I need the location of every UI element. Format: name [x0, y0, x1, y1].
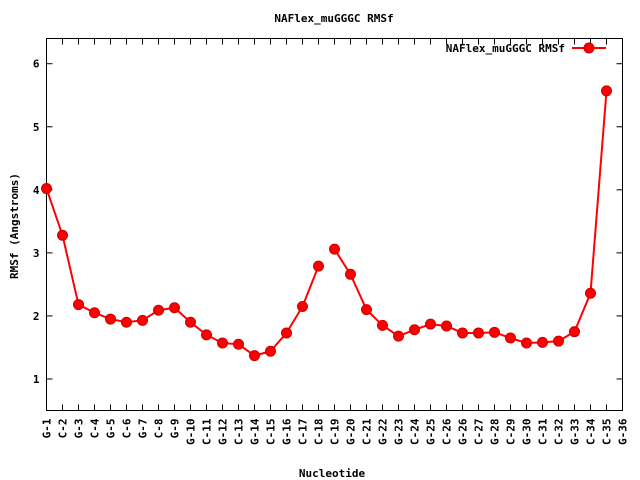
data-point — [569, 326, 580, 338]
data-point — [249, 350, 260, 362]
plot-frame — [46, 38, 623, 411]
data-point — [441, 320, 452, 332]
x-tick-label: C-15 — [265, 419, 278, 446]
rmsf-series — [41, 85, 612, 362]
y-axis: 1 2 3 4 5 6 — [33, 58, 623, 386]
y-tick-label: 2 — [33, 310, 40, 323]
x-tick-label: G-10 — [185, 419, 198, 446]
x-tick-label: G-16 — [281, 418, 294, 445]
data-point — [41, 183, 52, 195]
legend-label: NAFlex_muGGGC RMSf — [446, 42, 565, 55]
x-tick-label: C-21 — [361, 418, 374, 445]
x-tick-label: C-27 — [473, 419, 486, 446]
x-tick-label: G-26 — [457, 418, 470, 445]
data-point — [265, 345, 276, 357]
x-axis: G-1 C-2 G-3 C-4 G-5 C-6 G-7 C-8 G-9 G-10 C-11 G-12 C… — [41, 38, 630, 446]
x-tick-label: G-36 — [617, 418, 630, 445]
legend: NAFlex_muGGGC RMSf — [446, 42, 606, 55]
x-tick-label: C-19 — [329, 419, 342, 446]
x-tick-label: G-33 — [569, 419, 582, 446]
x-tick-label: C-31 — [537, 418, 550, 445]
x-tick-label: G-30 — [521, 419, 534, 446]
data-point — [89, 307, 100, 319]
chart-title: NAFlex_muGGGC RMSf — [274, 12, 393, 25]
y-tick-label: 6 — [33, 58, 40, 71]
data-point — [105, 313, 116, 325]
x-tick-label: C-18 — [313, 419, 326, 446]
x-tick-label: G-9 — [169, 419, 182, 439]
x-tick-label: C-8 — [153, 419, 166, 439]
series-line-segment — [45, 188, 320, 357]
data-point — [457, 327, 468, 339]
data-point — [521, 337, 532, 349]
legend-marker — [583, 42, 595, 54]
x-axis-label: Nucleotide — [299, 467, 366, 480]
y-axis-label: RMSf (Angstroms) — [8, 173, 21, 279]
data-point — [297, 300, 308, 312]
y-tick-label: 1 — [33, 373, 40, 386]
x-tick-label: C-6 — [121, 418, 134, 438]
data-point — [489, 326, 500, 338]
x-tick-label: G-7 — [137, 419, 150, 439]
data-point — [601, 85, 612, 97]
y-tick-label: 3 — [33, 247, 40, 260]
x-tick-label: G-20 — [345, 419, 358, 446]
series-line-segment — [333, 90, 608, 345]
data-point — [57, 229, 68, 241]
data-point — [73, 299, 84, 311]
data-point — [553, 335, 564, 347]
data-point — [345, 268, 356, 280]
x-tick-label: G-22 — [377, 419, 390, 446]
x-tick-label: C-2 — [57, 419, 70, 439]
data-point — [361, 304, 372, 316]
data-point — [201, 329, 212, 341]
data-point — [233, 338, 244, 350]
x-tick-label: C-4 — [89, 418, 102, 438]
x-tick-label: G-1 — [41, 418, 54, 438]
y-tick-label: 5 — [33, 121, 40, 134]
x-tick-label: G-14 — [249, 418, 262, 445]
data-point — [537, 336, 548, 348]
data-point — [281, 327, 292, 339]
x-tick-label: G-5 — [105, 419, 118, 439]
data-point — [169, 302, 180, 314]
x-tick-label: C-26 — [441, 418, 454, 445]
x-tick-label: C-24 — [409, 418, 422, 445]
x-tick-label: G-28 — [489, 419, 502, 446]
data-point — [585, 287, 596, 299]
data-point — [425, 318, 436, 330]
x-tick-label: G-23 — [393, 419, 406, 446]
data-point — [313, 260, 324, 272]
x-tick-label: C-29 — [505, 419, 518, 446]
data-point — [121, 316, 132, 328]
x-tick-label: C-13 — [233, 419, 246, 446]
x-tick-label: C-34 — [585, 418, 598, 445]
data-point — [329, 243, 340, 255]
x-tick-label: C-35 — [601, 419, 614, 446]
x-tick-label: C-32 — [553, 419, 566, 446]
data-point — [153, 304, 164, 316]
data-point — [217, 337, 228, 349]
data-point — [505, 332, 516, 344]
data-point — [473, 327, 484, 339]
data-point — [377, 319, 388, 331]
data-point — [409, 324, 420, 336]
x-tick-label: G-12 — [217, 419, 230, 446]
x-tick-label: C-11 — [201, 418, 214, 445]
x-tick-label: G-25 — [425, 419, 438, 446]
x-tick-label: C-17 — [297, 419, 310, 446]
data-point — [185, 316, 196, 328]
data-point — [393, 330, 404, 342]
data-point — [137, 314, 148, 326]
y-tick-label: 4 — [33, 184, 40, 197]
x-tick-label: G-3 — [73, 419, 86, 439]
